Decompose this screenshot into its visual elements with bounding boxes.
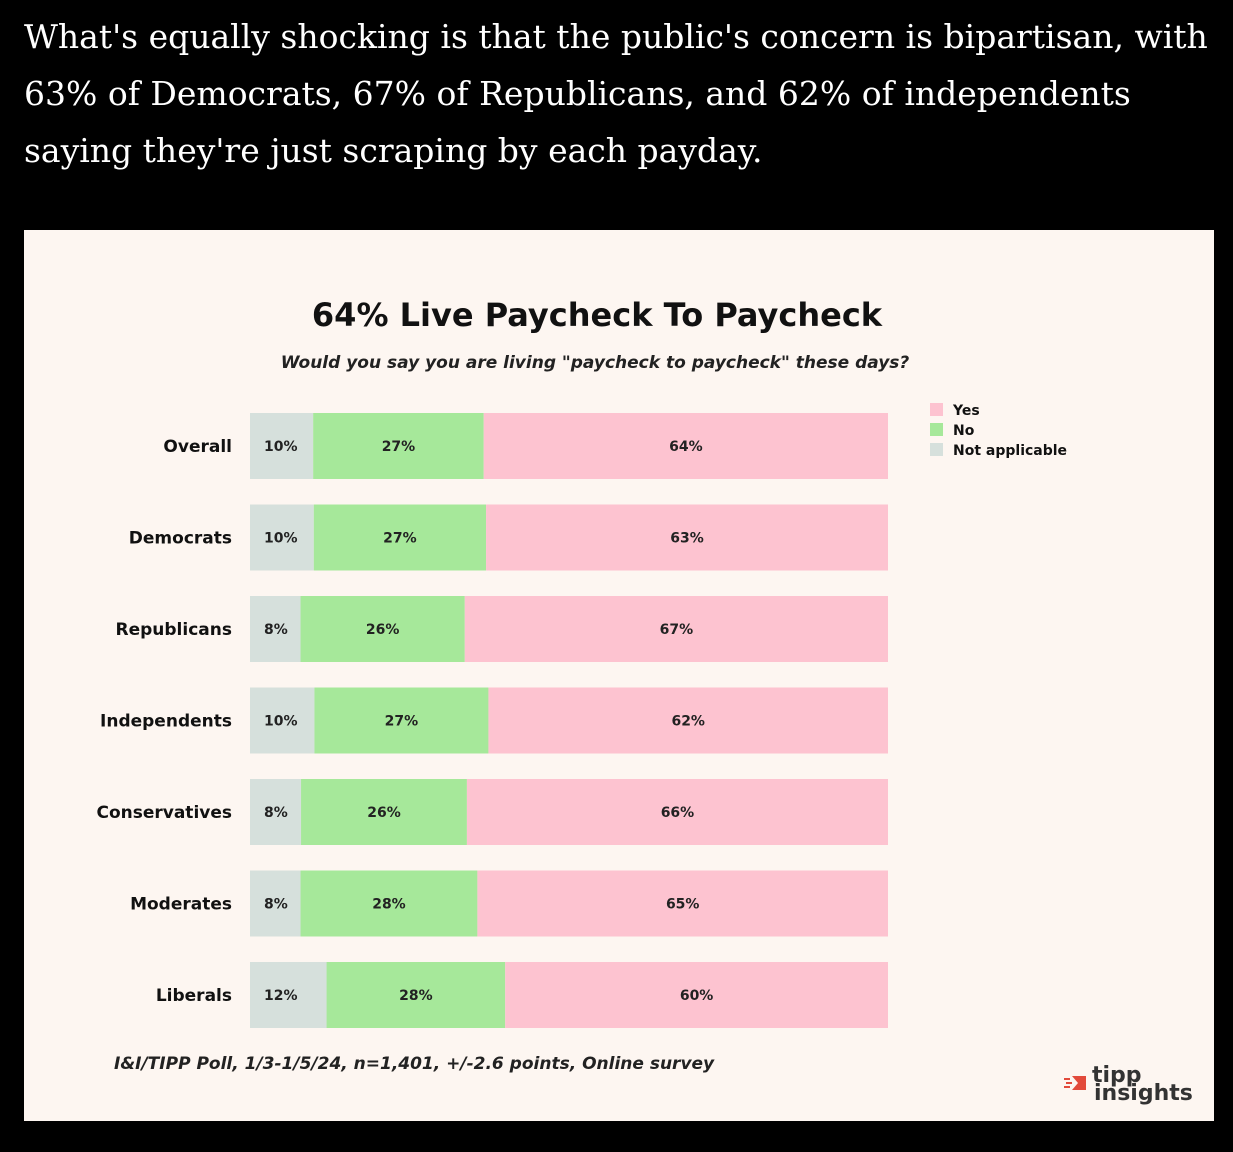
data-label: 67%: [660, 622, 694, 638]
data-label: 8%: [264, 805, 288, 821]
tipp-insights-logo: tipp insights: [1064, 1064, 1194, 1112]
bar-segment: [300, 596, 465, 662]
bar-segment: [483, 413, 888, 479]
bar-segment: [250, 779, 302, 845]
legend-label: Not applicable: [953, 443, 1067, 459]
data-label: 27%: [385, 714, 419, 730]
bar-segment: [477, 870, 888, 937]
data-label: 12%: [264, 988, 298, 1004]
category-label: Democrats: [129, 529, 232, 549]
bar-segment: [313, 413, 484, 479]
data-label: 27%: [382, 439, 416, 455]
intro-paragraph: What's equally shocking is that the publ…: [24, 17, 1208, 170]
category-label: Liberals: [156, 986, 232, 1006]
legend-label: Yes: [952, 403, 980, 419]
data-label: 66%: [661, 805, 695, 821]
bar-segment: [301, 779, 467, 845]
legend-swatch: [930, 423, 943, 436]
category-label: Independents: [100, 712, 232, 732]
bar-segment: [313, 504, 487, 571]
bar-segment: [250, 413, 314, 479]
logo-word-tipp: tipp: [1092, 1063, 1142, 1088]
data-label: 60%: [680, 988, 714, 1004]
category-label: Moderates: [130, 895, 232, 915]
bar-segment: [466, 779, 888, 845]
bar-segment: [314, 687, 489, 754]
data-label: 26%: [366, 622, 400, 638]
data-label: 10%: [264, 714, 298, 730]
bar-segment: [300, 870, 478, 937]
bar-segment: [250, 596, 301, 662]
bar-segment: [250, 962, 327, 1028]
chart-title: 64% Live Paycheck To Paycheck: [311, 296, 883, 334]
data-label: 26%: [367, 805, 401, 821]
legend-swatch: [930, 403, 943, 416]
bar-segment: [464, 596, 888, 662]
data-label: 10%: [264, 439, 298, 455]
data-label: 63%: [670, 531, 704, 547]
source-note: I&I/TIPP Poll, 1/3-1/5/24, n=1,401, +/-2…: [114, 1054, 715, 1074]
data-label: 27%: [383, 531, 417, 547]
data-label: 64%: [669, 439, 703, 455]
bar-segment: [250, 870, 301, 937]
chart-subtitle: Would you say you are living "paycheck t…: [280, 353, 910, 373]
legend-label: No: [953, 423, 975, 439]
bar-segment: [250, 504, 314, 571]
bar-segment: [505, 962, 888, 1028]
bar-segment: [486, 504, 888, 571]
data-label: 8%: [264, 897, 288, 913]
data-label: 28%: [372, 897, 406, 913]
bar-segment: [488, 687, 888, 754]
legend-swatch: [930, 443, 943, 456]
category-label: Overall: [163, 437, 232, 457]
logo-mark-icon: [1064, 1076, 1086, 1090]
data-label: 8%: [264, 622, 288, 638]
logo-word-insights: insights: [1094, 1081, 1193, 1106]
data-label: 10%: [264, 531, 298, 547]
bar-segment: [326, 962, 506, 1028]
data-label: 65%: [666, 897, 700, 913]
category-label: Republicans: [116, 620, 233, 640]
bar-segment: [250, 687, 315, 754]
data-label: 28%: [399, 988, 433, 1004]
chart-panel: 64% Live Paycheck To Paycheck Would you …: [24, 230, 1214, 1121]
stacked-bar-chart: Overall 10% 27% 64% Democrats 10% 27% 63% Republ…: [96, 403, 1067, 1028]
data-label: 62%: [671, 714, 705, 730]
category-label: Conservatives: [96, 803, 232, 823]
